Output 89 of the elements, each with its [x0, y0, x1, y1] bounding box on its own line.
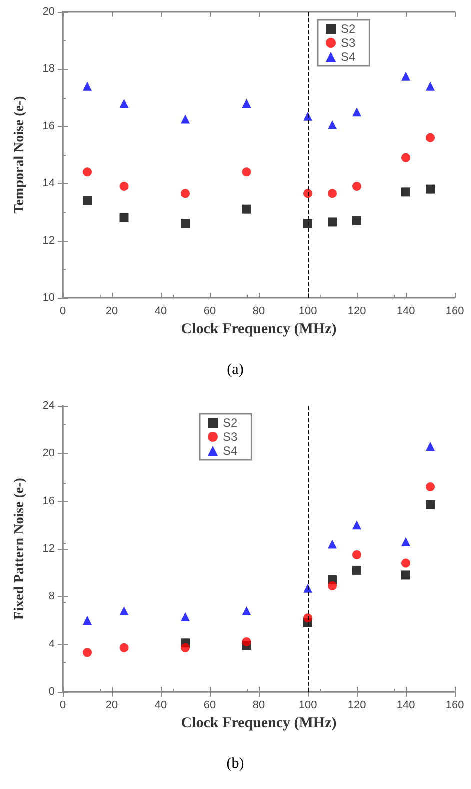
x-tick-label: 80: [252, 700, 266, 712]
legend-label: S2: [341, 22, 356, 36]
point: [181, 219, 190, 228]
point: [426, 82, 435, 91]
point: [120, 182, 129, 191]
point: [83, 648, 92, 658]
point: [304, 614, 312, 623]
legend-label: S3: [341, 36, 356, 50]
x-tick-label: 40: [154, 306, 168, 318]
point: [352, 566, 362, 575]
legend-label: S4: [341, 50, 356, 64]
x-tick-label: 20: [106, 700, 118, 712]
point: [426, 133, 435, 142]
point: [402, 537, 410, 546]
legend-label: S3: [223, 430, 238, 444]
point: [83, 168, 92, 177]
x-tick-label: 120: [348, 700, 366, 712]
point: [242, 168, 252, 177]
y-tick-label: 16: [42, 495, 55, 508]
y-tick-label: 0: [48, 686, 55, 698]
y-tick-label: 20: [42, 448, 55, 460]
x-tick-label: 60: [204, 700, 216, 712]
point: [304, 219, 312, 228]
y-tick-label: 24: [42, 400, 55, 412]
y-tick-label: 16: [42, 120, 55, 132]
point: [352, 520, 362, 530]
x-tick-label: 120: [348, 306, 366, 318]
point: [328, 581, 337, 590]
point: [242, 637, 252, 646]
point: [181, 643, 190, 652]
point: [328, 120, 337, 130]
point: [328, 540, 337, 549]
point: [181, 114, 190, 124]
x-tick-label: 80: [252, 306, 266, 318]
point: [83, 196, 92, 206]
point: [120, 606, 129, 616]
y-axis-title: Temporal Noise (e-): [12, 96, 28, 214]
x-tick-label: 140: [396, 700, 416, 712]
x-tick-label: 20: [106, 306, 118, 318]
point: [83, 616, 92, 625]
text: (b): [226, 756, 246, 773]
point: [120, 99, 129, 108]
point: [402, 72, 410, 81]
point: [181, 612, 190, 622]
point: [242, 99, 252, 108]
point: [242, 606, 252, 616]
point: [181, 189, 190, 198]
y-axis-title: Fixed Pattern Noise (e-): [12, 478, 28, 620]
point: [402, 558, 410, 568]
point: [352, 108, 362, 117]
x-tick-label: 160: [446, 700, 464, 712]
point: [402, 153, 410, 162]
x-axis-title: Clock Frequency (MHz): [181, 322, 337, 338]
y-tick-label: 10: [42, 292, 55, 304]
y-tick-label: 14: [42, 178, 55, 190]
x-tick-label: 60: [204, 306, 216, 318]
point: [120, 643, 129, 652]
text: (a): [226, 362, 245, 379]
y-tick-label: 4: [48, 638, 55, 650]
x-tick-label: 0: [60, 306, 66, 318]
point: [83, 82, 92, 91]
point: [352, 182, 362, 191]
point: [426, 442, 435, 452]
point: [402, 570, 410, 580]
x-axis-title: Clock Frequency (MHz): [181, 716, 337, 732]
point: [426, 184, 435, 194]
point: [426, 500, 435, 510]
legend-label: S4: [223, 444, 238, 458]
point: [352, 550, 362, 560]
legend-label: S2: [223, 416, 238, 430]
y-tick-label: 12: [42, 543, 55, 555]
x-tick-label: 40: [154, 700, 168, 712]
point: [352, 216, 362, 226]
x-tick-label: 140: [396, 306, 416, 318]
point: [328, 218, 337, 227]
point: [328, 189, 337, 198]
y-tick-label: 8: [48, 590, 55, 603]
x-tick-label: 160: [446, 306, 464, 318]
y-tick-label: 12: [42, 234, 55, 247]
point: [242, 204, 252, 214]
point: [120, 213, 129, 222]
y-tick-label: 20: [42, 6, 55, 18]
x-tick-label: 100: [298, 306, 318, 318]
point: [402, 188, 410, 197]
point: [426, 482, 435, 492]
y-tick-label: 18: [42, 63, 55, 76]
point: [304, 189, 312, 198]
x-tick-label: 0: [60, 700, 66, 712]
x-tick-label: 100: [298, 700, 318, 712]
